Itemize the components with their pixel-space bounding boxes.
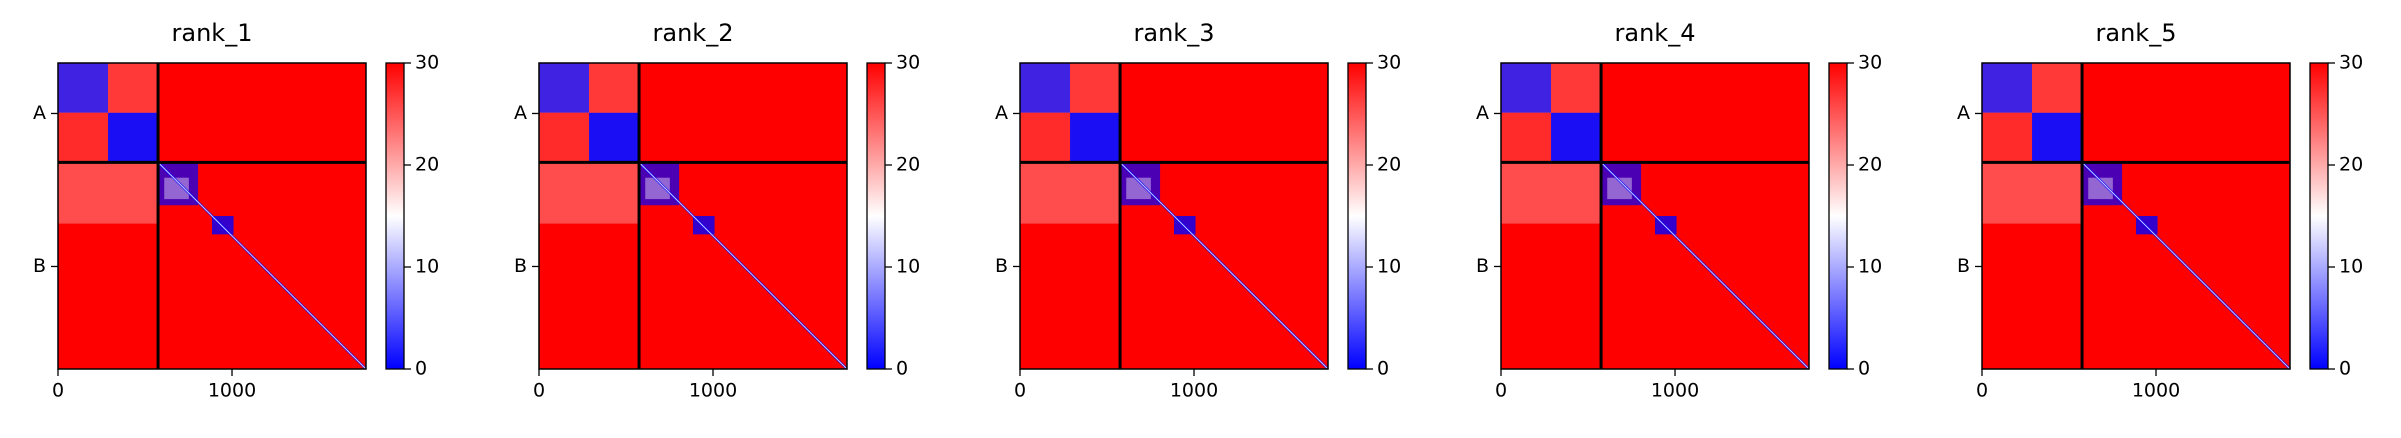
colorbar-tick-label: 10 [2339,256,2363,278]
colorbar [2309,62,2329,370]
colorbar-tick-label: 0 [2339,358,2351,380]
y-tick-label: A [995,102,1008,124]
y-tick-label: A [514,102,527,124]
y-tick-label: A [33,102,46,124]
y-tick-label: B [1957,255,1970,277]
panel: rank_5 0 1000 A B 0 10 20 30 [1957,19,2363,402]
colorbar-tick-label: 30 [2339,52,2363,74]
axes-frame [1019,62,1329,370]
colorbar [385,62,405,370]
axes-frame [538,62,848,370]
chart-title: rank_3 [1134,19,1215,47]
y-tick-label: B [1476,255,1489,277]
colorbar-tick-label: 20 [2339,154,2363,176]
x-tick-label: 0 [1014,380,1026,402]
y-tick-label: A [1476,102,1489,124]
colorbar-tick-label: 30 [1858,52,1882,74]
x-tick-label: 1000 [1651,380,1699,402]
chart-title: rank_2 [653,19,734,47]
colorbar-tick-label: 0 [1377,358,1389,380]
colorbar [1828,62,1848,370]
colorbar-tick-label: 30 [896,52,920,74]
axes-frame [57,62,367,370]
colorbar-tick-label: 20 [1858,154,1882,176]
colorbar-tick-label: 30 [1377,52,1401,74]
colorbar-tick-label: 20 [1377,154,1401,176]
heatmap-image [1982,63,2291,370]
x-tick-label: 1000 [2132,380,2180,402]
heatmap-image [539,63,848,370]
y-tick-label: A [1957,102,1970,124]
panel: rank_4 0 1000 A B 0 10 20 30 [1476,19,1882,402]
y-tick-label: B [33,255,46,277]
x-tick-label: 0 [533,380,545,402]
colorbar [866,62,886,370]
colorbar-tick-label: 30 [415,52,439,74]
chart-title: rank_1 [172,19,253,47]
chart-title: rank_4 [1615,19,1696,47]
colorbar-tick-label: 20 [415,154,439,176]
colorbar-tick-label: 0 [896,358,908,380]
colorbar [1347,62,1367,370]
colorbar-tick-label: 10 [415,256,439,278]
x-tick-label: 1000 [1170,380,1218,402]
x-tick-label: 0 [52,380,64,402]
heatmap-image [1020,63,1329,370]
x-tick-label: 1000 [689,380,737,402]
axes-frame [1981,62,2291,370]
colorbar-tick-label: 20 [896,154,920,176]
heatmap-image [1501,63,1810,370]
panel: rank_1 0 1000 A B 0 10 20 30 [33,19,439,402]
colorbar-tick-label: 0 [1858,358,1870,380]
colorbar-tick-label: 10 [896,256,920,278]
y-tick-label: B [514,255,527,277]
panel: rank_2 0 1000 A B 0 10 20 30 [514,19,920,402]
axes-frame [1500,62,1810,370]
colorbar-tick-label: 10 [1377,256,1401,278]
panel: rank_3 0 1000 A B 0 10 20 30 [995,19,1401,402]
colorbar-tick-label: 0 [415,358,427,380]
heatmap-image [58,63,367,370]
y-tick-label: B [995,255,1008,277]
x-tick-label: 0 [1976,380,1988,402]
colorbar-tick-label: 10 [1858,256,1882,278]
x-tick-label: 0 [1495,380,1507,402]
x-tick-label: 1000 [208,380,256,402]
chart-title: rank_5 [2096,19,2177,47]
